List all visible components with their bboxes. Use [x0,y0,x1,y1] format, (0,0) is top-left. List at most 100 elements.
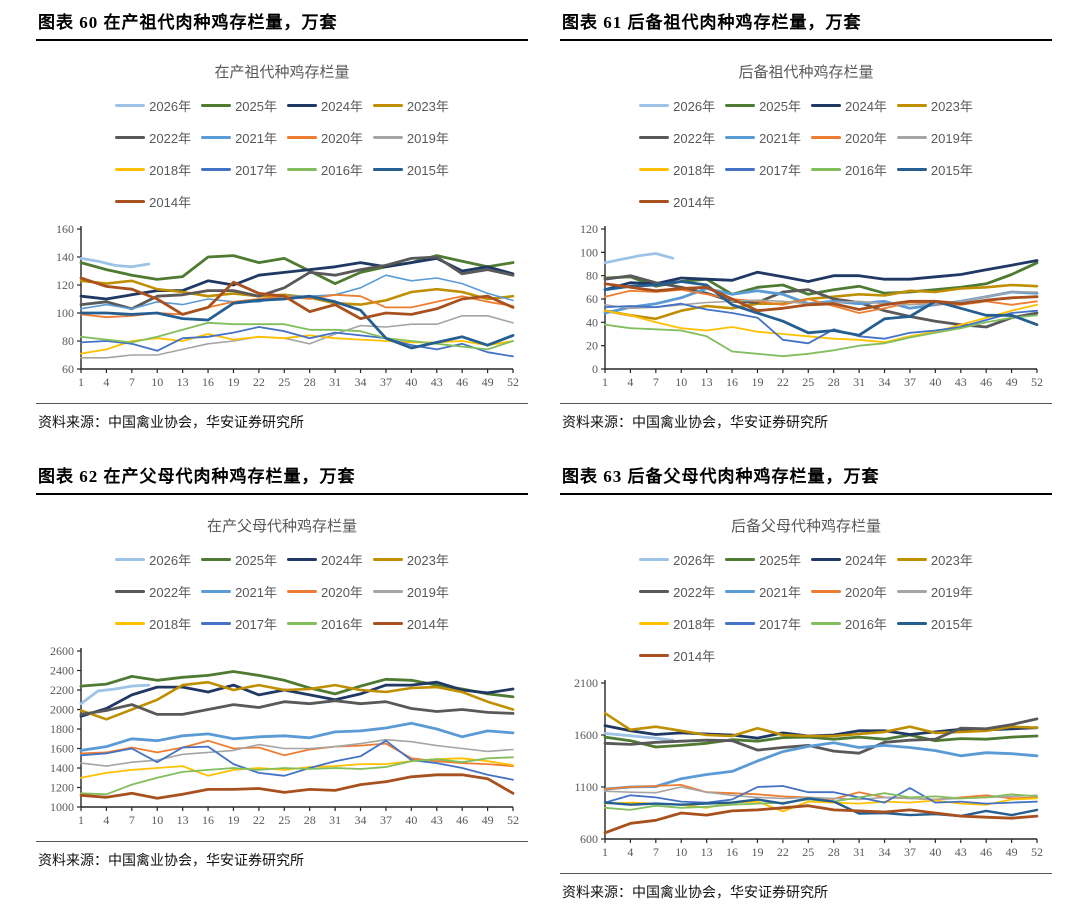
x-tick-label: 19 [751,845,763,859]
series-line-2014 [603,804,1039,835]
legend-label: 2019年 [930,131,973,146]
x-tick-label: 46 [456,375,468,389]
legend-swatch-2021 [201,590,232,593]
y-tick-label: 1600 [50,742,74,756]
y-tick-label: 60 [62,362,74,376]
x-tick-label: 49 [1006,845,1018,859]
y-tick-label: 20 [586,339,598,353]
legend-label: 2021年 [235,131,277,146]
legend-label: 2019年 [406,585,449,600]
legend-item-2014: 2014年 [372,614,449,633]
figure-62-source: 资料来源：中国禽业协会，华安证券研究所 [36,841,528,872]
legend-item-2020: 2020年 [811,128,887,147]
legend-swatch-2023 [896,104,927,107]
legend-label: 2021年 [759,131,801,146]
chart-62-legend: 2026年 2025年 2024年 2023年 2022年 2021年 2020年 2019年… [115,550,449,633]
x-tick-label: 40 [405,375,417,389]
x-tick-label: 40 [405,813,417,827]
legend-item-2023: 2023年 [372,96,449,115]
legend-label: 2015年 [930,617,973,632]
series-line-2016 [80,756,514,796]
series-line-2022 [79,699,515,716]
x-tick-label: 19 [751,375,763,389]
series-line-2023 [603,283,1039,321]
y-tick-label: 2100 [574,676,598,690]
x-tick-label: 49 [482,813,494,827]
legend-swatch-2021 [725,590,756,593]
x-tick-label: 31 [329,375,341,389]
legend-swatch-2015 [896,168,927,171]
legend-item-2019: 2019年 [372,582,449,601]
chart-61-title: 后备祖代种鸡存栏量 [738,64,874,81]
legend-label: 2014年 [673,649,716,664]
y-tick-label: 1400 [50,761,74,775]
legend-item-2026: 2026年 [639,550,715,569]
x-tick-label: 1 [78,813,84,827]
chart-60-legend: 2026年 2025年 2024年 2023年 2022年 2021年 2020年 2019年… [115,96,449,211]
legend-label: 2023年 [930,99,973,114]
legend-swatch-2024 [287,104,317,107]
x-tick-label: 7 [129,813,135,827]
x-tick-label: 34 [879,845,891,859]
legend-label: 2026年 [673,99,716,114]
y-tick-label: 140 [56,250,74,264]
x-tick-label: 7 [653,845,659,859]
legend-label: 2017年 [235,617,277,632]
figure-60-source: 资料来源：中国禽业协会，华安证券研究所 [36,403,528,434]
legend-label: 2016年 [321,163,363,178]
legend-swatch-2020 [287,590,317,593]
legend-swatch-2026 [115,104,146,107]
x-tick-label: 10 [675,375,687,389]
series-line-2026 [603,252,675,265]
x-tick-label: 31 [853,845,865,859]
figure-61-panel: 图表 61 后备祖代肉种鸡存栏量，万套 后备祖代种鸡存栏量 2026年 2025年… [560,6,1052,434]
legend-label: 2020年 [845,585,887,600]
x-tick-label: 25 [802,375,814,389]
legend-label: 2016年 [321,617,363,632]
legend-swatch-2022 [639,590,670,593]
series-line-2026 [79,257,151,269]
legend-item-2021: 2021年 [201,582,277,601]
legend-swatch-2024 [811,558,841,561]
legend-swatch-2022 [115,136,146,139]
legend-swatch-2016 [811,168,841,171]
legend-swatch-2018 [115,168,146,171]
x-tick-label: 13 [177,813,189,827]
legend-item-2016: 2016年 [287,614,363,633]
legend-item-2022: 2022年 [115,128,191,147]
x-tick-label: 4 [103,375,109,389]
legend-swatch-2014 [639,654,670,657]
legend-label: 2023年 [406,99,449,114]
series-line-2025 [79,670,515,699]
legend-swatch-2025 [725,104,756,107]
legend-swatch-2025 [725,558,756,561]
legend-item-2017: 2017年 [725,160,801,179]
series-line-2021 [79,721,515,752]
legend-item-2020: 2020年 [811,582,887,601]
x-tick-label: 10 [675,845,687,859]
legend-item-2022: 2022年 [639,128,715,147]
x-tick-label: 22 [253,813,265,827]
legend-label: 2022年 [149,585,192,600]
figure-61-header: 图表 61 后备祖代肉种鸡存栏量，万套 [560,6,1052,41]
legend-item-2024: 2024年 [811,96,887,115]
figure-63-header: 图表 63 后备父母代肉种鸡存栏量，万套 [560,460,1052,495]
legend-label: 2026年 [149,99,192,114]
x-tick-label: 1 [602,375,608,389]
legend-swatch-2025 [201,104,232,107]
legend-label: 2022年 [149,131,192,146]
legend-item-2018: 2018年 [639,160,715,179]
legend-swatch-2023 [372,104,403,107]
x-tick-label: 40 [929,845,941,859]
y-tick-label: 1800 [50,722,74,736]
legend-label: 2014年 [673,195,716,210]
x-tick-label: 28 [828,375,840,389]
x-tick-label: 19 [227,375,239,389]
legend-swatch-2018 [639,168,670,171]
x-tick-label: 19 [227,813,239,827]
legend-swatch-2017 [725,168,756,171]
figure-63-panel: 图表 63 后备父母代肉种鸡存栏量，万套 后备父母代种鸡存栏量 2026年 202… [560,460,1052,904]
series-line-2021 [603,741,1039,791]
y-tick-label: 40 [586,315,598,329]
chart-63-legend: 2026年 2025年 2024年 2023年 2022年 2021年 2020年 2019年… [639,550,973,665]
